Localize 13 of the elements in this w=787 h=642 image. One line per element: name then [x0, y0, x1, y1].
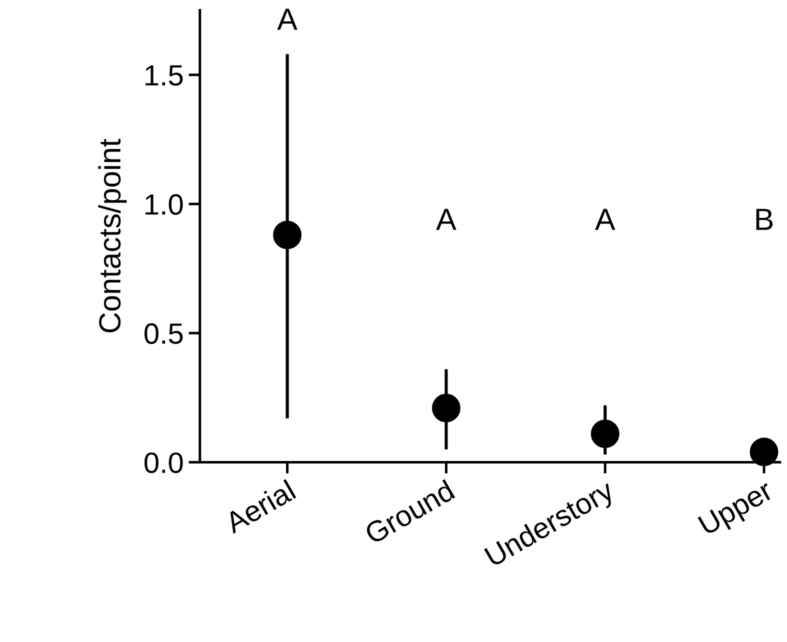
point — [432, 394, 460, 422]
y-axis-title: Contacts/point — [98, 138, 127, 332]
point — [750, 438, 778, 466]
y-tick-label: 0.0 — [144, 452, 183, 474]
point — [590, 420, 620, 448]
annotation: A — [594, 208, 616, 230]
annotation: B — [756, 208, 773, 230]
annotation: A — [277, 8, 298, 30]
y-tick-label: 1.5 — [146, 65, 183, 86]
annotation: A — [436, 208, 456, 230]
point — [273, 220, 302, 250]
y-tick-label: 0.5 — [144, 323, 183, 344]
y-tick-label: 1.0 — [146, 194, 183, 215]
